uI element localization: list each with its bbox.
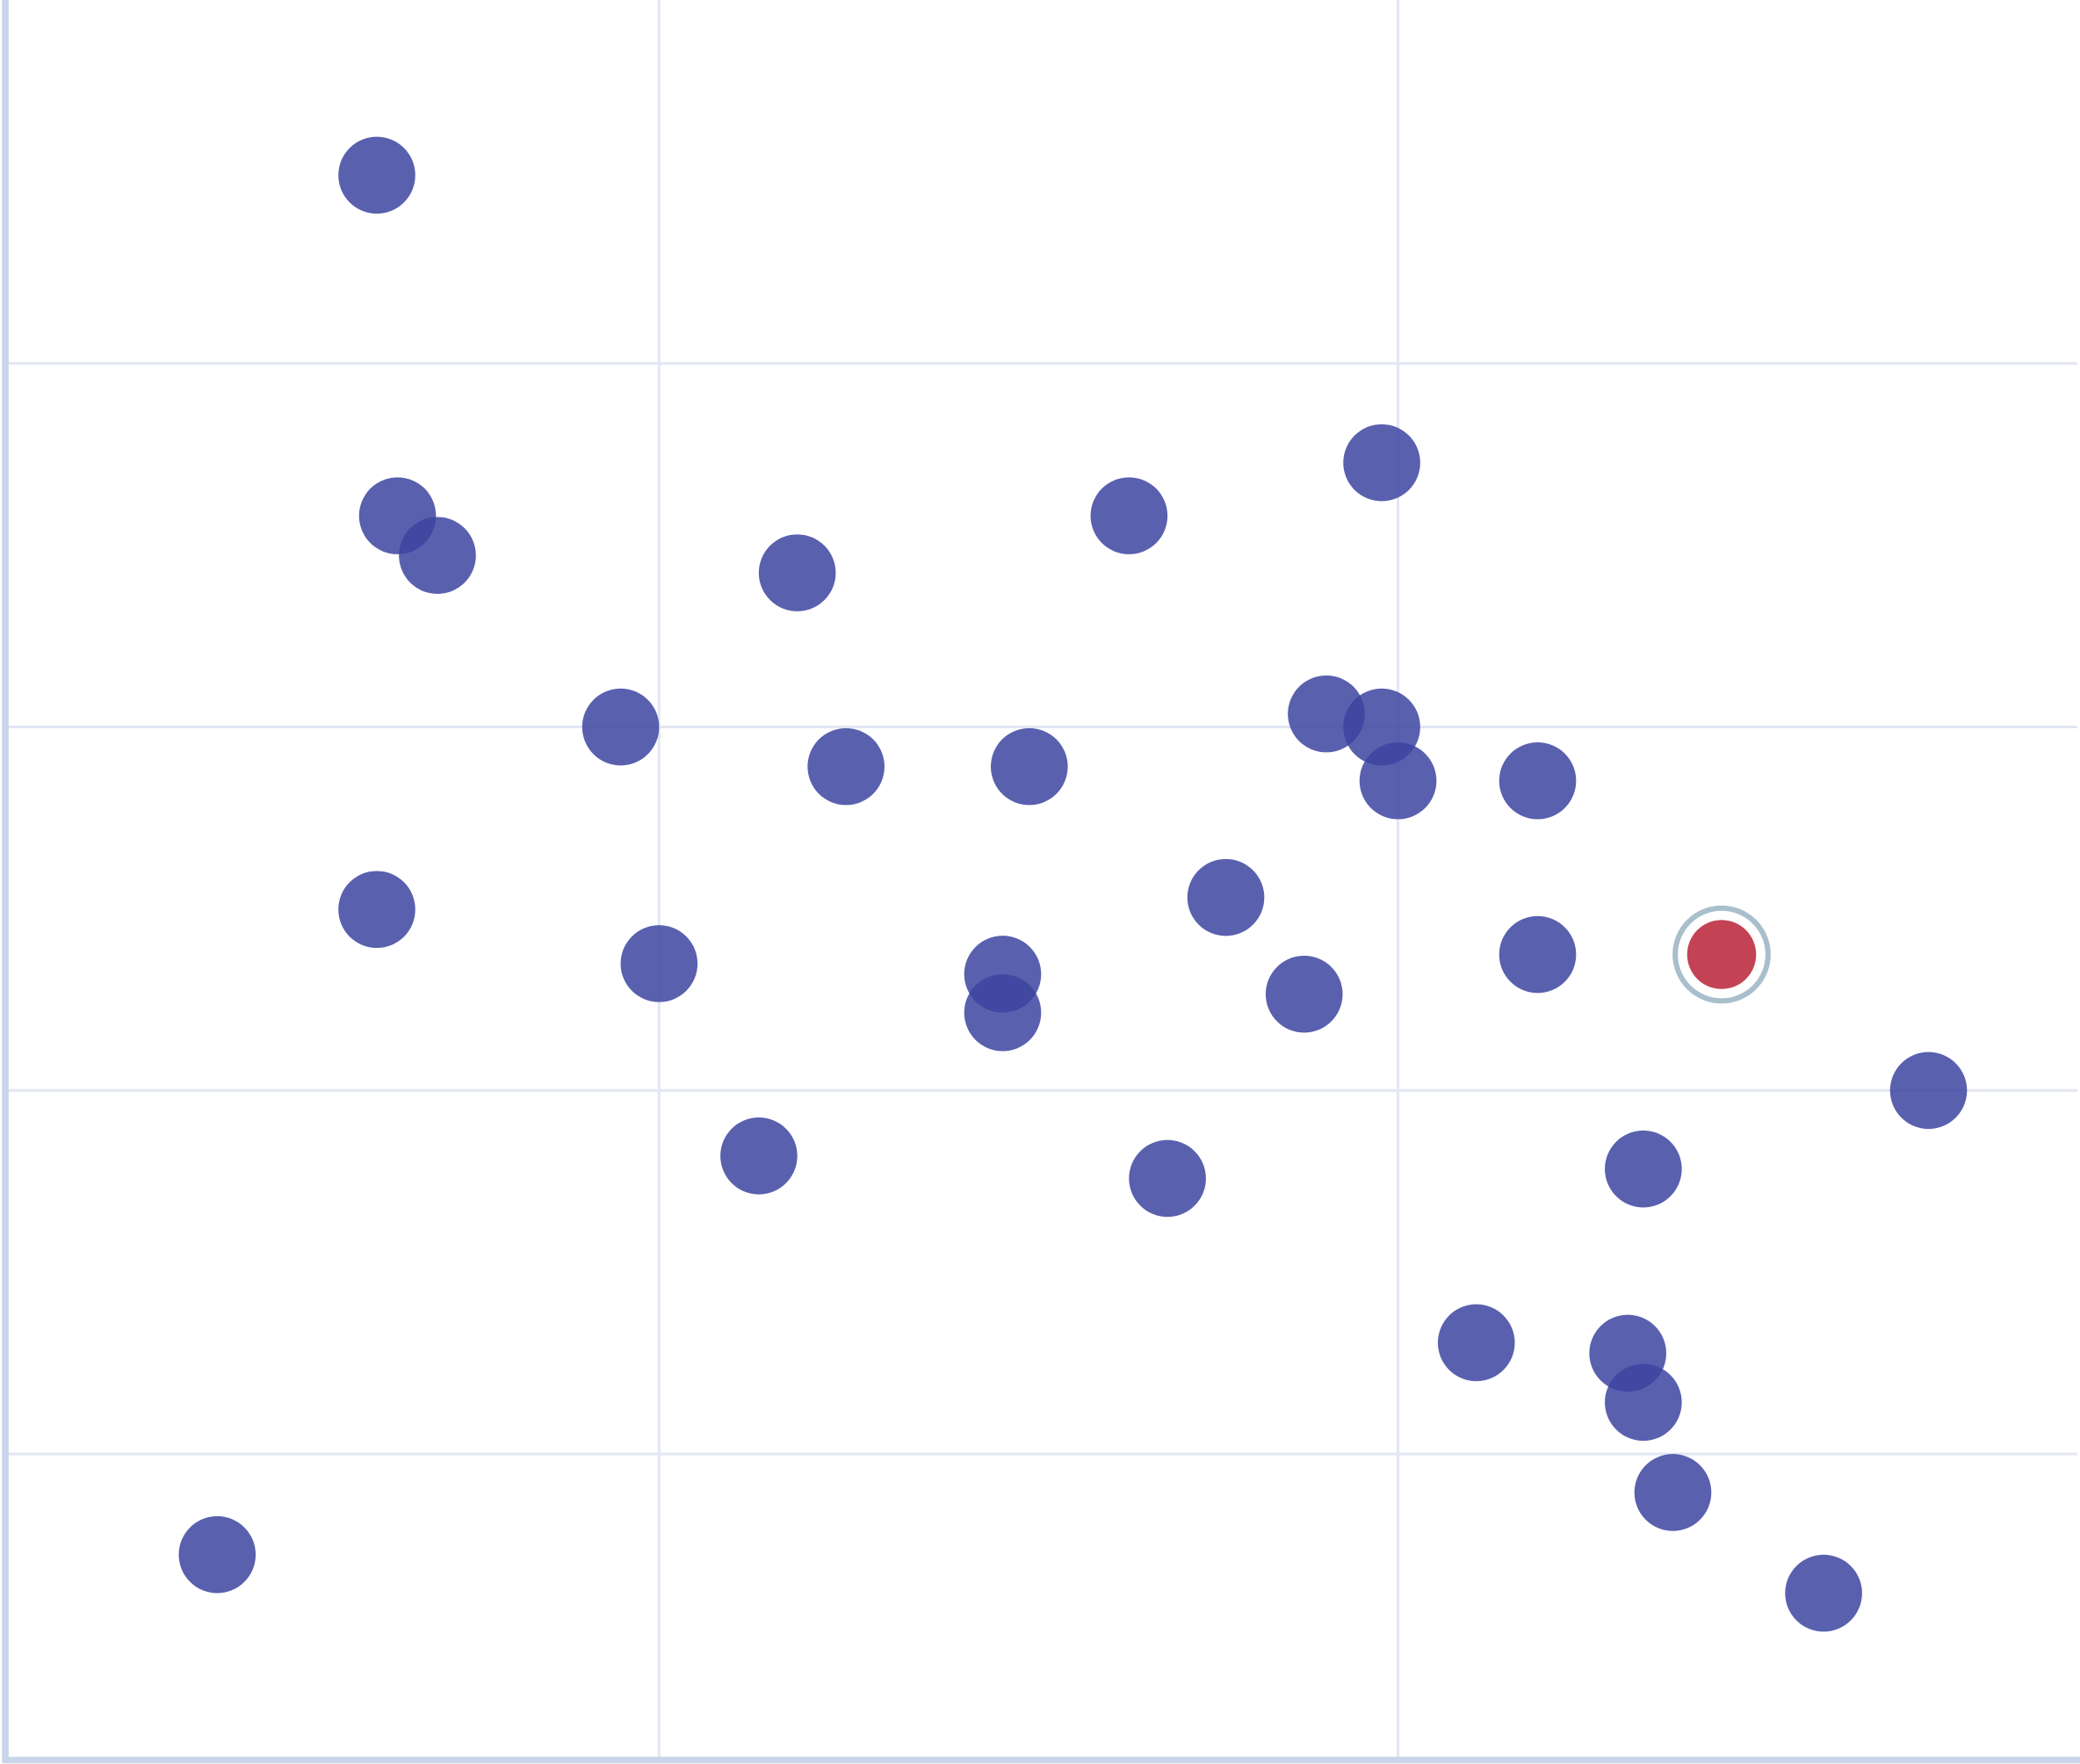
data-point xyxy=(178,1515,256,1594)
data-point xyxy=(1499,741,1577,820)
data-point xyxy=(807,727,885,806)
data-point xyxy=(1359,741,1437,820)
data-point xyxy=(338,136,415,214)
gridlines xyxy=(6,0,2077,1760)
data-point xyxy=(758,534,836,611)
data-point xyxy=(1090,477,1168,554)
data-point xyxy=(1187,858,1265,936)
data-point xyxy=(1889,1052,1968,1130)
data-points xyxy=(178,136,1968,1632)
data-point xyxy=(1343,423,1420,502)
data-point xyxy=(1605,1363,1682,1442)
data-point xyxy=(338,871,415,949)
data-point xyxy=(990,727,1068,806)
highlight-ring xyxy=(1672,905,1771,1004)
highlighted-data-point xyxy=(1686,920,1757,989)
data-point xyxy=(964,973,1042,1052)
data-point xyxy=(1634,1454,1712,1531)
data-point xyxy=(581,688,660,766)
data-point xyxy=(1605,1130,1682,1208)
data-point xyxy=(1265,955,1343,1033)
data-point xyxy=(1129,1139,1206,1218)
data-point xyxy=(620,925,698,1002)
data-point xyxy=(399,517,476,595)
data-point xyxy=(1437,1304,1515,1382)
data-point xyxy=(1785,1554,1862,1632)
data-point xyxy=(1499,915,1577,994)
data-point xyxy=(720,1117,798,1195)
